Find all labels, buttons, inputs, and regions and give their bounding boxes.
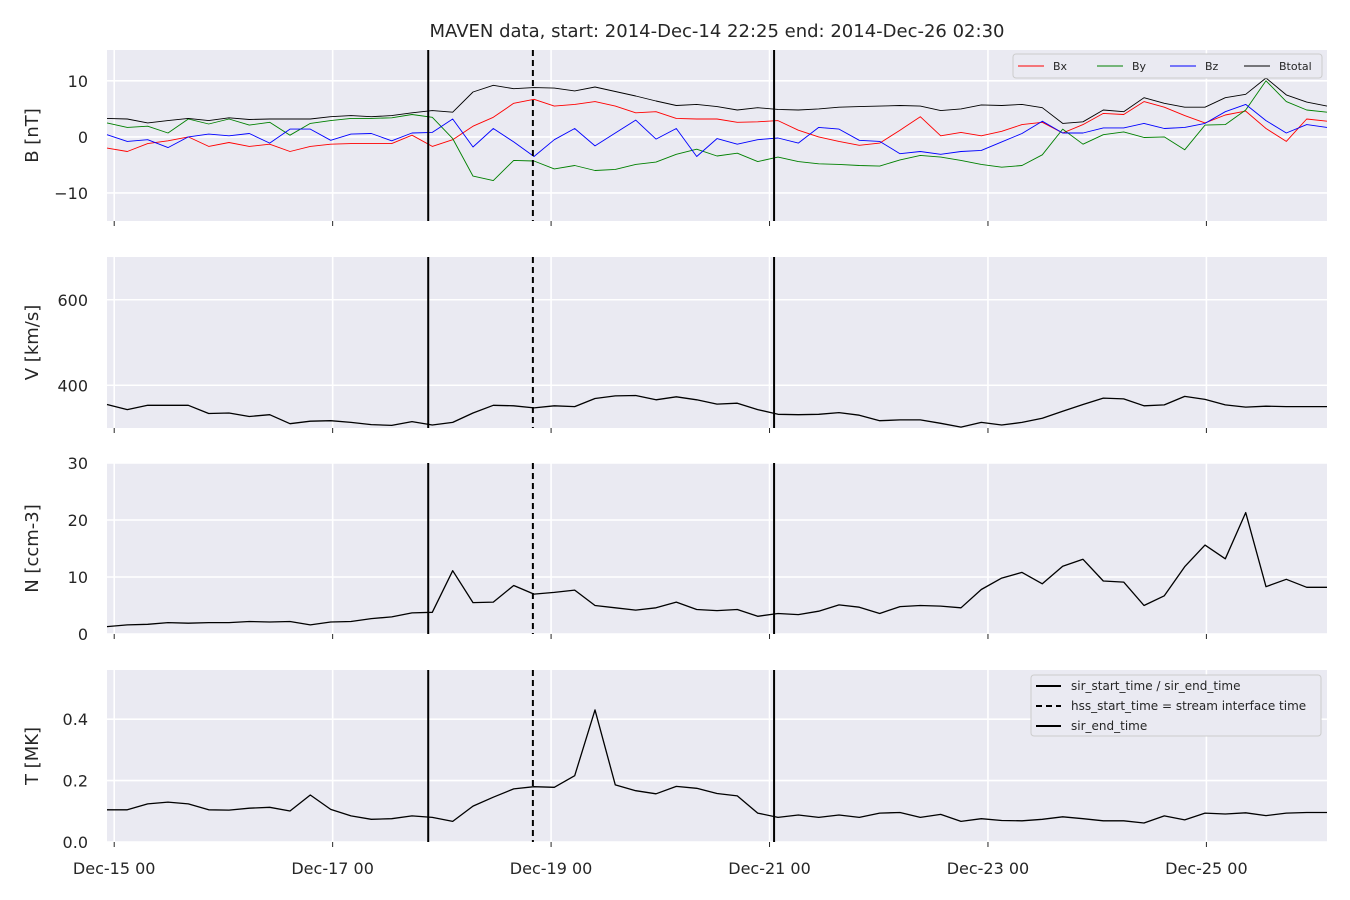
b-panel: −10 0 10 B [nT] Bx By Bz Btotal [22,50,1328,226]
y-axis-label: T [MK] [22,727,43,786]
y-tick-label: 20 [68,511,88,530]
y-axis-label: B [nT] [22,108,43,163]
event-legend-label: sir_start_time / sir_end_time [1071,679,1241,693]
x-tick-label: Dec-19 00 [510,859,593,878]
y-tick-label: 10 [68,568,88,587]
event-legend-box [1030,674,1322,737]
legend-label-by: By [1132,60,1147,73]
y-tick-label: 0 [78,625,88,644]
legend-label-bz: Bz [1205,60,1219,73]
event-legend-label: sir_end_time [1071,719,1147,733]
v-panel: 400 600 V [km/s] [22,257,1327,433]
event-legend-label: hss_start_time = stream interface time [1071,699,1306,713]
series-line-by [106,80,1328,182]
series-line-v [106,394,1327,428]
y-tick-label: 600 [57,291,88,310]
y-tick-label: 0 [78,128,88,147]
series-line-n [106,511,1327,628]
n-panel: 0 10 20 30 N [ccm-3] [22,454,1327,644]
y-tick-label: 0.4 [63,710,88,729]
y-tick-label: −10 [54,184,88,203]
x-tick-label: Dec-21 00 [728,859,811,878]
x-tick-label: Dec-15 00 [73,859,156,878]
legend-label-bx: Bx [1053,60,1068,73]
series-line-t [107,709,1327,824]
n-panel-background [107,463,1327,634]
chart-title: MAVEN data, start: 2014-Dec-14 22:25 end… [430,21,1005,42]
y-tick-label: 10 [68,72,88,91]
y-tick-label: 0.0 [63,833,88,852]
b-legend: Bx By Bz Btotal [1012,53,1323,79]
y-tick-label: 0.2 [63,772,88,791]
series-line-bz [106,103,1328,157]
b-legend-box [1012,53,1323,79]
panels: −10 0 10 B [nT] Bx By Bz Btotal 400 600 V [km/s] 0 1… [22,50,1328,878]
t-panel: 0.0 0.2 0.4 T [MK] sir_start_time / sir_end_… [22,670,1327,852]
x-tick-label: Dec-25 00 [1165,859,1248,878]
event-legend: sir_start_time / sir_end_time hss_start_t… [1030,674,1322,737]
v-panel-background [107,257,1327,428]
y-axis-label: V [km/s] [22,305,43,380]
legend-label-btotal: Btotal [1279,60,1312,73]
y-tick-label: 400 [57,376,88,395]
x-tick-label: Dec-17 00 [291,859,374,878]
y-axis-label: N [ccm-3] [22,504,43,593]
y-tick-label: 30 [68,454,88,473]
series-line-bx [106,98,1328,152]
x-tick-label: Dec-23 00 [947,859,1030,878]
series-line-btotal [106,77,1328,124]
